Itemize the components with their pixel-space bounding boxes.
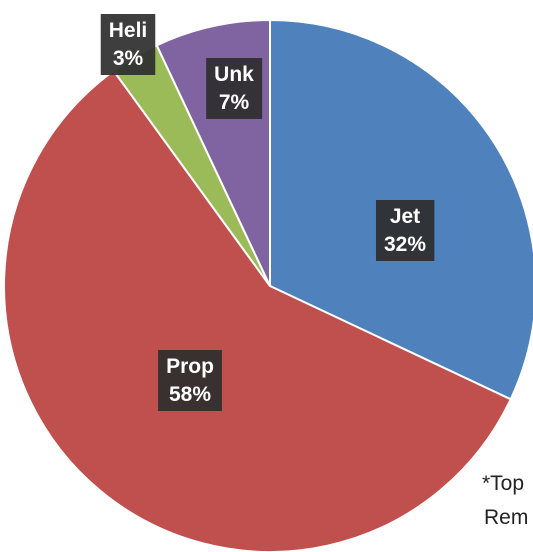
data-label-percent: 32% <box>384 233 426 256</box>
pie-slice-prop <box>3 69 513 552</box>
data-label-category: Heli <box>109 19 148 42</box>
data-label-box <box>206 58 263 119</box>
data-label-heli: Heli 3% <box>100 14 156 75</box>
data-label-jet: Jet 32% <box>375 200 435 261</box>
data-label-percent: 3% <box>113 47 144 70</box>
data-label-percent: 58% <box>169 383 211 406</box>
footnote-line-1: *Top <box>482 472 525 495</box>
data-label-box <box>100 14 156 75</box>
pie-slices <box>3 18 533 552</box>
data-label-box <box>375 200 435 261</box>
data-label-percent: 7% <box>219 91 250 114</box>
data-label-unk: Unk 7% <box>206 58 263 119</box>
data-label-box <box>158 350 222 411</box>
data-label-category: Jet <box>390 205 420 228</box>
data-label-category: Prop <box>166 355 214 378</box>
data-label-category: Unk <box>214 63 254 86</box>
footnote-line-2: Rem <box>484 506 529 529</box>
pie-data-labels: Jet 32% Prop 58% Heli 3% Unk 7% <box>100 14 435 411</box>
data-label-prop: Prop 58% <box>158 350 222 411</box>
